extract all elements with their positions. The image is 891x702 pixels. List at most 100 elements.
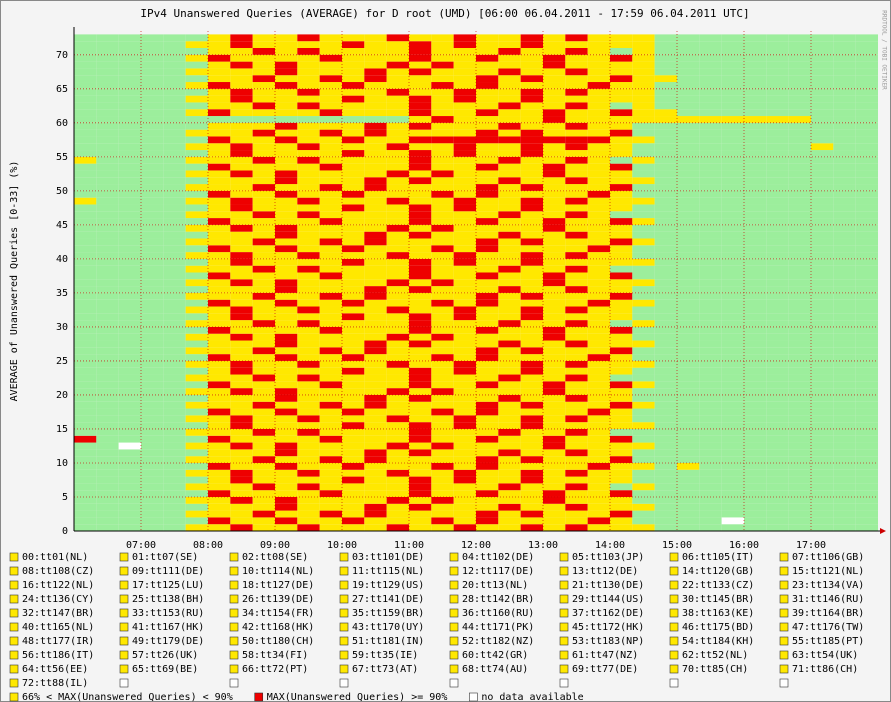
cell (744, 333, 767, 341)
cell (275, 265, 298, 273)
cell (543, 197, 566, 205)
cell (431, 422, 454, 429)
cell (721, 231, 744, 239)
cell (230, 490, 253, 497)
cell (565, 306, 588, 314)
cell (520, 408, 543, 416)
cell (677, 109, 700, 117)
cell (520, 129, 543, 137)
cell (275, 524, 298, 531)
cell (319, 517, 342, 525)
cell (811, 122, 834, 130)
cell (476, 326, 499, 334)
cell (654, 408, 677, 416)
cell (721, 61, 744, 69)
cell (766, 286, 789, 293)
cell (319, 333, 342, 341)
cell (297, 143, 320, 151)
cell (297, 190, 320, 198)
cell (185, 41, 208, 49)
cell (74, 143, 97, 151)
cell (610, 469, 633, 477)
legend-swatch (779, 552, 789, 562)
cell (721, 503, 744, 511)
cell (654, 292, 677, 300)
cell (833, 41, 856, 49)
cell (163, 490, 186, 497)
cell (141, 177, 164, 185)
cell (587, 224, 610, 232)
cell (811, 143, 834, 151)
cell (74, 170, 97, 178)
legend-label: 10:tt114(NL) (242, 566, 314, 577)
cell (632, 95, 655, 103)
cell (721, 388, 744, 395)
cell (96, 517, 119, 525)
cell (431, 360, 454, 368)
cell (587, 48, 610, 55)
cell (498, 116, 521, 123)
cell (275, 68, 298, 76)
cell (721, 442, 744, 450)
cell (74, 354, 97, 361)
legend-label: 67:tt73(AT) (352, 664, 418, 675)
cell (230, 496, 253, 504)
legend-swatch (779, 650, 789, 660)
cell (587, 320, 610, 327)
cell (453, 129, 476, 137)
cell (208, 75, 231, 83)
cell (833, 116, 856, 123)
cell (453, 510, 476, 518)
cell (833, 129, 856, 137)
cell (163, 177, 186, 185)
cell (654, 462, 677, 470)
cell (833, 388, 856, 395)
cell (118, 503, 141, 511)
cell (297, 354, 320, 361)
cell (141, 428, 164, 436)
cell (297, 265, 320, 273)
cell (297, 524, 320, 531)
x-tick-label: 07:00 (126, 540, 156, 551)
cell (96, 211, 119, 219)
cell (319, 394, 342, 402)
cell (788, 388, 811, 395)
cell (855, 82, 878, 89)
cell (319, 122, 342, 130)
cell (543, 150, 566, 157)
cell (252, 150, 275, 157)
cell (543, 41, 566, 49)
cell (721, 360, 744, 368)
cell (185, 54, 208, 62)
cell (476, 109, 499, 117)
cell (386, 258, 409, 266)
cell (319, 483, 342, 491)
cell (565, 75, 588, 83)
cell (453, 333, 476, 341)
cell (833, 279, 856, 287)
cell (163, 224, 186, 232)
cell (833, 496, 856, 504)
cell (654, 136, 677, 144)
cell (721, 354, 744, 361)
cell (520, 122, 543, 130)
cell (587, 408, 610, 416)
legend-swatch (229, 594, 239, 604)
cell (811, 456, 834, 463)
cell (744, 374, 767, 382)
cell (208, 61, 231, 69)
cell (677, 204, 700, 212)
cell (699, 143, 722, 151)
cell (565, 258, 588, 266)
legend-label: 45:tt172(HK) (572, 622, 644, 633)
cell (319, 224, 342, 232)
cell (118, 374, 141, 382)
cell (74, 483, 97, 491)
cell (386, 469, 409, 477)
cell (632, 34, 655, 42)
cell (855, 61, 878, 69)
cell (543, 449, 566, 457)
cell (520, 95, 543, 103)
cell (275, 129, 298, 137)
cell (297, 286, 320, 293)
